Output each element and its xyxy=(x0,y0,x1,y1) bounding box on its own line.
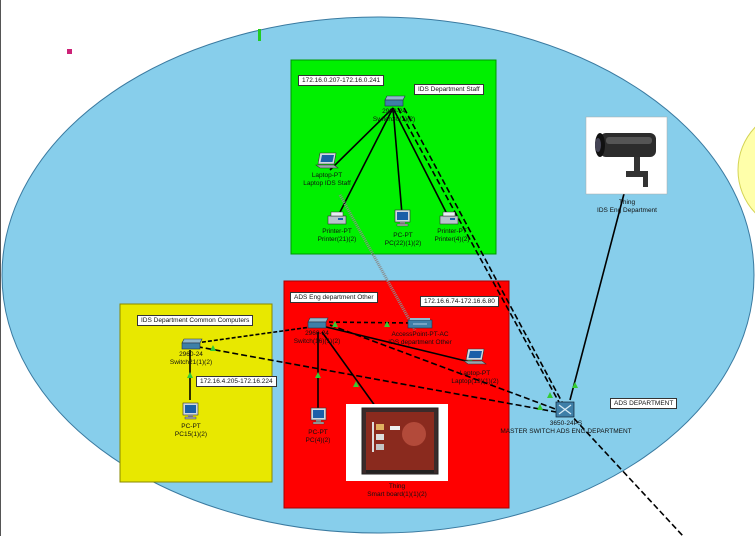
access-point-icon[interactable] xyxy=(407,318,433,329)
laptop-staff-name: Laptop IDS Staff xyxy=(303,180,351,187)
link-switch30-master-2 xyxy=(403,107,563,403)
pc-icon[interactable] xyxy=(394,209,411,227)
switch21-name: Switch21(1)(2) xyxy=(169,359,213,366)
link-switch21-switch16 xyxy=(195,325,319,344)
pc-other-model: PC-PT xyxy=(308,429,328,436)
link-master-camera xyxy=(569,189,626,401)
printer4-model: Printer-PT xyxy=(437,228,467,235)
switch-icon[interactable] xyxy=(181,338,203,350)
link-switch16-master xyxy=(329,324,559,411)
printer-icon[interactable] xyxy=(327,211,347,225)
link-switch30-pc22 xyxy=(392,107,403,215)
links xyxy=(187,107,684,536)
camera-icon[interactable] xyxy=(585,116,668,195)
camera-model: Thing xyxy=(618,199,636,206)
switch30-model: 2960-24 xyxy=(382,108,406,115)
other-zone-ip-note: 172.16.6.74-172.16.6.80 xyxy=(420,296,499,307)
left-edge-line xyxy=(0,0,1,536)
pc-icon[interactable] xyxy=(182,402,199,420)
offscreen-area-ellipse xyxy=(737,126,755,214)
access-point-model: AccessPoint-PT-AC xyxy=(391,331,449,338)
link-switch16-laptop xyxy=(321,325,471,363)
smartboard-icon[interactable] xyxy=(346,404,448,481)
switch21-model: 2960-24 xyxy=(179,351,203,358)
multilayer-switch-icon[interactable] xyxy=(555,401,575,418)
common-zone-label: IDS Department Common Computers xyxy=(137,315,254,326)
printer21-model: Printer-PT xyxy=(322,228,352,235)
common-zone-ip-note: 172.16.4.205-172.16.224 xyxy=(196,376,277,387)
other-zone-label: ADS Eng department Other xyxy=(290,292,378,303)
staff-zone-label: IDS Department Staff xyxy=(414,84,484,95)
laptop-staff-model: Laptop-PT xyxy=(311,172,343,179)
smartboard-model: Thing xyxy=(388,483,406,490)
link-switch30-laptop xyxy=(329,107,394,171)
switch30-name: Switch30(1)(2) xyxy=(372,116,416,123)
marker-green xyxy=(258,29,261,41)
link-wireless-laptop-switch16 xyxy=(338,194,417,331)
pc22-model: PC-PT xyxy=(393,232,413,239)
link-switch16-ap xyxy=(321,321,413,324)
staff-zone-ip-note: 172.16.0.207-172.16.0.241 xyxy=(298,75,385,86)
pc15-model: PC-PT xyxy=(181,423,201,430)
laptop-icon[interactable] xyxy=(315,152,339,169)
link-switch30-printer4 xyxy=(392,107,449,217)
printer21-name: Printer(21)(2) xyxy=(317,236,357,243)
ads-department-label: ADS DEPARTMENT xyxy=(610,398,678,409)
common-zone[interactable] xyxy=(119,303,273,483)
switch16-name: Switch(16)(1)(2) xyxy=(293,338,341,345)
switch16-model: 2960-24 xyxy=(305,330,329,337)
camera-name: IDS Eng Department xyxy=(597,207,657,214)
laptop-other-name: Laptop(19)(1)(2) xyxy=(451,378,499,385)
master-switch-name: MASTER SWITCH ADS ENG DEPARTMENT xyxy=(500,428,632,435)
link-switch30-master xyxy=(397,107,561,405)
laptop-other-model: Laptop-PT xyxy=(459,370,491,377)
access-point-name: IDS department Other xyxy=(388,339,452,346)
printer4-name: Printer(4)(2) xyxy=(434,236,470,243)
link-switch21-master xyxy=(187,344,557,413)
printer-icon[interactable] xyxy=(439,211,459,225)
laptop-icon[interactable] xyxy=(463,348,487,365)
switch-icon[interactable] xyxy=(384,95,406,107)
pc15-name: PC15(1)(2) xyxy=(174,431,208,438)
link-switch16-smartboard xyxy=(321,331,379,411)
link-master-offscreen xyxy=(567,411,684,536)
link-switch30-printer21 xyxy=(337,107,394,217)
pc22-name: PC(22)(1)(2) xyxy=(384,240,422,247)
marker-magenta xyxy=(67,49,72,54)
smartboard-name: Smart board(1)(1)(2) xyxy=(367,491,427,498)
master-switch-model: 3650-24PS xyxy=(549,420,583,427)
pc-other-name: PC(4)(2) xyxy=(305,437,331,444)
pc-icon[interactable] xyxy=(310,407,327,425)
switch-icon[interactable] xyxy=(307,317,329,329)
